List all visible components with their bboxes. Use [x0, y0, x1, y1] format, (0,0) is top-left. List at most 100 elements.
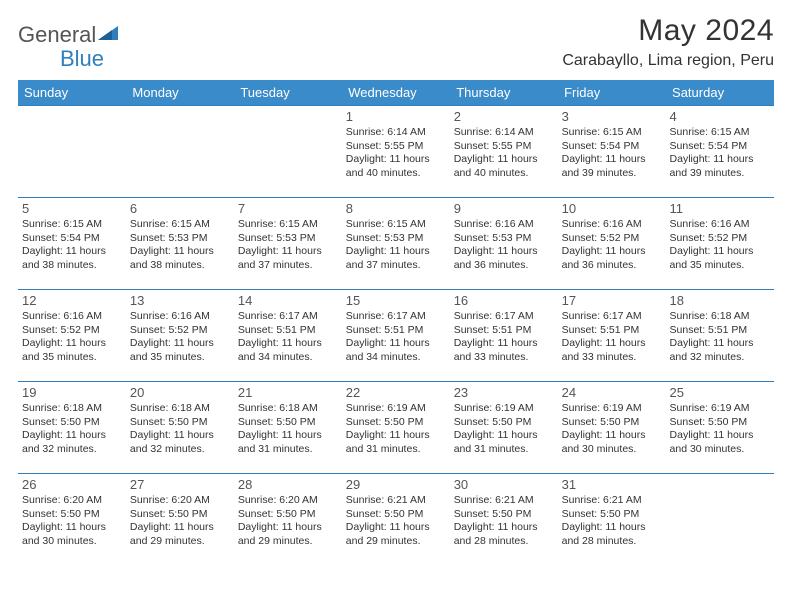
day-number: 1 — [346, 109, 446, 124]
brand-logo: General — [18, 14, 122, 48]
weekday-header: Friday — [558, 80, 666, 106]
calendar-day-cell: 11Sunrise: 6:16 AMSunset: 5:52 PMDayligh… — [666, 198, 774, 290]
sunset-line: Sunset: 5:51 PM — [454, 324, 554, 338]
daylight-line: Daylight: 11 hours — [670, 153, 770, 167]
daylight-line: and 30 minutes. — [670, 443, 770, 457]
daylight-line: and 39 minutes. — [670, 167, 770, 181]
sunset-line: Sunset: 5:52 PM — [130, 324, 230, 338]
sunset-line: Sunset: 5:53 PM — [346, 232, 446, 246]
calendar-day-cell: 6Sunrise: 6:15 AMSunset: 5:53 PMDaylight… — [126, 198, 234, 290]
sunset-line: Sunset: 5:51 PM — [670, 324, 770, 338]
sunset-line: Sunset: 5:53 PM — [238, 232, 338, 246]
calendar-day-cell: 24Sunrise: 6:19 AMSunset: 5:50 PMDayligh… — [558, 382, 666, 474]
day-number: 5 — [22, 201, 122, 216]
calendar-week-row: 12Sunrise: 6:16 AMSunset: 5:52 PMDayligh… — [18, 290, 774, 382]
calendar-day-cell — [18, 106, 126, 198]
brand-text-general: General — [18, 22, 96, 48]
sunrise-line: Sunrise: 6:15 AM — [346, 218, 446, 232]
weekday-header: Tuesday — [234, 80, 342, 106]
day-number: 27 — [130, 477, 230, 492]
sunrise-line: Sunrise: 6:16 AM — [562, 218, 662, 232]
daylight-line: and 36 minutes. — [454, 259, 554, 273]
calendar-day-cell: 12Sunrise: 6:16 AMSunset: 5:52 PMDayligh… — [18, 290, 126, 382]
day-number: 17 — [562, 293, 662, 308]
day-number: 9 — [454, 201, 554, 216]
daylight-line: Daylight: 11 hours — [454, 429, 554, 443]
daylight-line: and 31 minutes. — [238, 443, 338, 457]
sunrise-line: Sunrise: 6:16 AM — [670, 218, 770, 232]
sunset-line: Sunset: 5:54 PM — [670, 140, 770, 154]
sunrise-line: Sunrise: 6:19 AM — [670, 402, 770, 416]
sunset-line: Sunset: 5:55 PM — [346, 140, 446, 154]
calendar-day-cell: 21Sunrise: 6:18 AMSunset: 5:50 PMDayligh… — [234, 382, 342, 474]
sunset-line: Sunset: 5:50 PM — [562, 508, 662, 522]
calendar-day-cell: 1Sunrise: 6:14 AMSunset: 5:55 PMDaylight… — [342, 106, 450, 198]
day-number: 20 — [130, 385, 230, 400]
calendar-day-cell: 29Sunrise: 6:21 AMSunset: 5:50 PMDayligh… — [342, 474, 450, 566]
location-subtitle: Carabayllo, Lima region, Peru — [562, 52, 774, 70]
day-number: 25 — [670, 385, 770, 400]
sunset-line: Sunset: 5:50 PM — [238, 416, 338, 430]
sunset-line: Sunset: 5:50 PM — [22, 416, 122, 430]
sunrise-line: Sunrise: 6:16 AM — [22, 310, 122, 324]
sunrise-line: Sunrise: 6:21 AM — [562, 494, 662, 508]
daylight-line: and 32 minutes. — [22, 443, 122, 457]
sunrise-line: Sunrise: 6:15 AM — [130, 218, 230, 232]
calendar-body: 1Sunrise: 6:14 AMSunset: 5:55 PMDaylight… — [18, 106, 774, 566]
sunrise-line: Sunrise: 6:14 AM — [346, 126, 446, 140]
calendar-day-cell: 22Sunrise: 6:19 AMSunset: 5:50 PMDayligh… — [342, 382, 450, 474]
daylight-line: Daylight: 11 hours — [130, 429, 230, 443]
daylight-line: and 35 minutes. — [670, 259, 770, 273]
day-number: 30 — [454, 477, 554, 492]
daylight-line: Daylight: 11 hours — [238, 521, 338, 535]
calendar-day-cell: 31Sunrise: 6:21 AMSunset: 5:50 PMDayligh… — [558, 474, 666, 566]
day-number: 13 — [130, 293, 230, 308]
sunrise-line: Sunrise: 6:18 AM — [238, 402, 338, 416]
calendar-day-cell: 10Sunrise: 6:16 AMSunset: 5:52 PMDayligh… — [558, 198, 666, 290]
sunrise-line: Sunrise: 6:20 AM — [22, 494, 122, 508]
sunrise-line: Sunrise: 6:15 AM — [22, 218, 122, 232]
sunset-line: Sunset: 5:50 PM — [238, 508, 338, 522]
day-number: 12 — [22, 293, 122, 308]
daylight-line: and 36 minutes. — [562, 259, 662, 273]
daylight-line: Daylight: 11 hours — [454, 245, 554, 259]
sunset-line: Sunset: 5:50 PM — [130, 508, 230, 522]
calendar-day-cell: 27Sunrise: 6:20 AMSunset: 5:50 PMDayligh… — [126, 474, 234, 566]
daylight-line: Daylight: 11 hours — [454, 337, 554, 351]
weekday-header: Sunday — [18, 80, 126, 106]
calendar-day-cell: 17Sunrise: 6:17 AMSunset: 5:51 PMDayligh… — [558, 290, 666, 382]
daylight-line: Daylight: 11 hours — [562, 245, 662, 259]
daylight-line: Daylight: 11 hours — [562, 153, 662, 167]
day-number: 18 — [670, 293, 770, 308]
sunrise-line: Sunrise: 6:18 AM — [22, 402, 122, 416]
sunrise-line: Sunrise: 6:18 AM — [130, 402, 230, 416]
daylight-line: Daylight: 11 hours — [130, 521, 230, 535]
sunset-line: Sunset: 5:50 PM — [22, 508, 122, 522]
sunrise-line: Sunrise: 6:17 AM — [562, 310, 662, 324]
weekday-header: Wednesday — [342, 80, 450, 106]
calendar-day-cell: 18Sunrise: 6:18 AMSunset: 5:51 PMDayligh… — [666, 290, 774, 382]
calendar-week-row: 19Sunrise: 6:18 AMSunset: 5:50 PMDayligh… — [18, 382, 774, 474]
day-number: 10 — [562, 201, 662, 216]
sunset-line: Sunset: 5:51 PM — [346, 324, 446, 338]
calendar-day-cell: 14Sunrise: 6:17 AMSunset: 5:51 PMDayligh… — [234, 290, 342, 382]
sunset-line: Sunset: 5:54 PM — [22, 232, 122, 246]
calendar-day-cell — [126, 106, 234, 198]
day-number: 3 — [562, 109, 662, 124]
sunrise-line: Sunrise: 6:21 AM — [346, 494, 446, 508]
sunrise-line: Sunrise: 6:16 AM — [130, 310, 230, 324]
daylight-line: Daylight: 11 hours — [562, 337, 662, 351]
brand-text-blue: Blue — [60, 46, 104, 71]
sunset-line: Sunset: 5:52 PM — [22, 324, 122, 338]
daylight-line: and 34 minutes. — [238, 351, 338, 365]
day-number: 14 — [238, 293, 338, 308]
daylight-line: Daylight: 11 hours — [238, 337, 338, 351]
weekday-header: Thursday — [450, 80, 558, 106]
day-number: 8 — [346, 201, 446, 216]
daylight-line: and 33 minutes. — [562, 351, 662, 365]
sunset-line: Sunset: 5:53 PM — [454, 232, 554, 246]
sunrise-line: Sunrise: 6:16 AM — [454, 218, 554, 232]
sunset-line: Sunset: 5:55 PM — [454, 140, 554, 154]
daylight-line: Daylight: 11 hours — [130, 337, 230, 351]
sunrise-line: Sunrise: 6:15 AM — [670, 126, 770, 140]
